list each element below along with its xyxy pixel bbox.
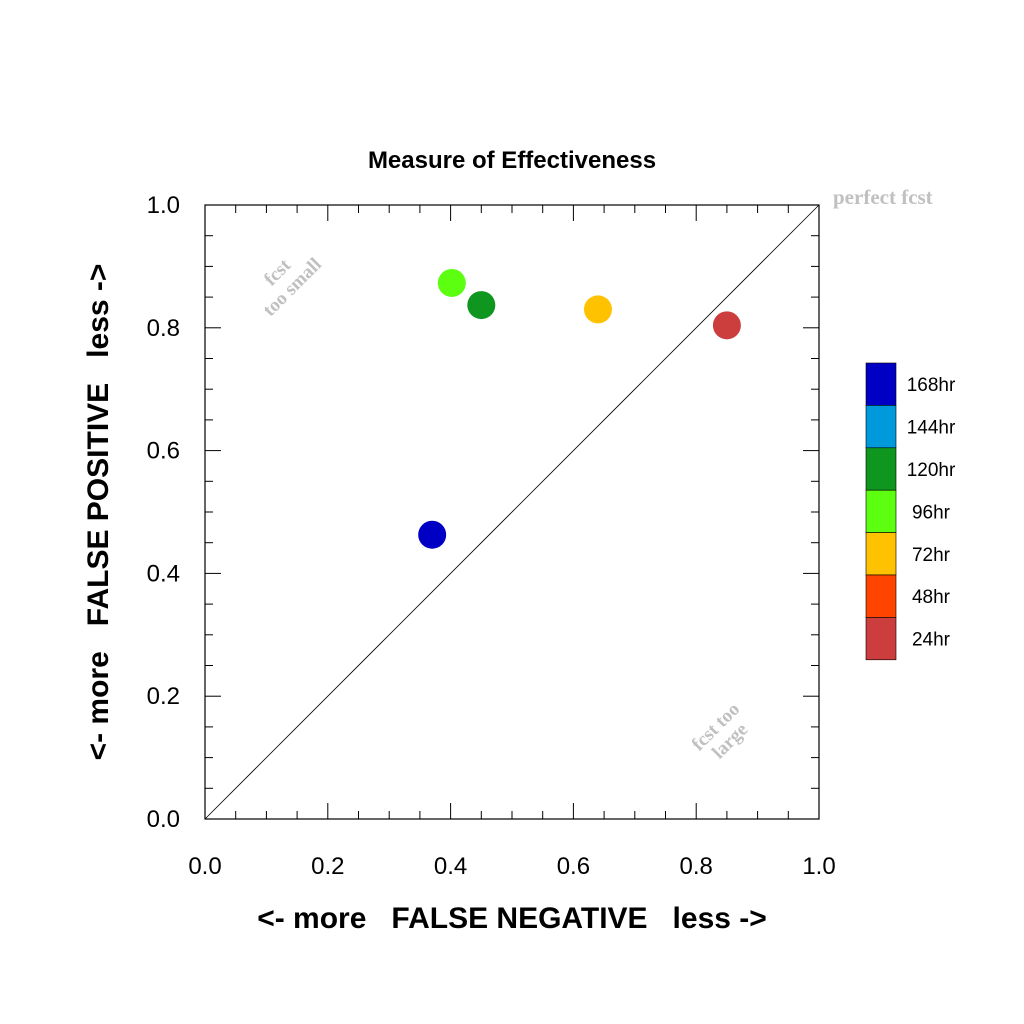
annotation-perfect-fcst: perfect fcst bbox=[833, 185, 933, 209]
x-tick-label: 0.4 bbox=[434, 853, 467, 880]
perfect-forecast-diagonal bbox=[204, 204, 820, 820]
data-points bbox=[418, 268, 741, 549]
y-axis-label: <- more FALSE POSITIVE less -> bbox=[82, 264, 115, 761]
legend: 168hr 144hr 120hr 96hr 72hr 48hr 24hr bbox=[865, 362, 956, 661]
y-tick-label: 1.0 bbox=[147, 192, 180, 219]
x-tick-label: 0.8 bbox=[680, 853, 713, 880]
legend-swatch-168hr bbox=[865, 362, 897, 406]
point-168hr bbox=[418, 520, 447, 549]
legend-label-144hr: 144hr bbox=[907, 418, 956, 439]
legend-swatch-96hr bbox=[865, 489, 897, 533]
chart-title: Measure of Effectiveness bbox=[368, 147, 656, 174]
legend-label-96hr: 96hr bbox=[912, 502, 951, 523]
y-tick-labels: 0.0 0.2 0.4 0.6 0.8 1.0 bbox=[147, 192, 180, 833]
annotation-fcst-too-small: fcst too small bbox=[259, 254, 326, 321]
x-tick-label: 0.2 bbox=[311, 853, 344, 880]
legend-label-120hr: 120hr bbox=[907, 460, 956, 481]
annotation-small-line2: too small bbox=[259, 254, 326, 321]
y-tick-label: 0.0 bbox=[147, 806, 180, 833]
legend-label-24hr: 24hr bbox=[912, 630, 951, 651]
point-96hr bbox=[437, 268, 466, 297]
y-tick-label: 0.2 bbox=[147, 683, 180, 710]
legend-swatch-144hr bbox=[865, 405, 897, 449]
x-axis-label: <- more FALSE NEGATIVE less -> bbox=[257, 902, 767, 935]
x-tick-labels: 0.0 0.2 0.4 0.6 0.8 1.0 bbox=[188, 853, 835, 880]
legend-swatch-48hr bbox=[865, 574, 897, 618]
y-tick-label: 0.4 bbox=[147, 560, 180, 587]
y-tick-label: 0.6 bbox=[147, 438, 180, 465]
annotation-fcst-too-large: fcst too large bbox=[688, 699, 752, 763]
x-tick-label: 1.0 bbox=[802, 853, 835, 880]
legend-swatch-24hr bbox=[865, 617, 897, 661]
point-120hr bbox=[467, 291, 496, 320]
x-tick-label: 0.6 bbox=[557, 853, 590, 880]
legend-label-72hr: 72hr bbox=[912, 545, 951, 566]
legend-swatch-72hr bbox=[865, 532, 897, 576]
y-tick-label: 0.8 bbox=[147, 315, 180, 342]
legend-label-48hr: 48hr bbox=[912, 587, 951, 608]
legend-label-168hr: 168hr bbox=[907, 375, 956, 396]
point-24hr bbox=[712, 311, 741, 340]
x-tick-label: 0.0 bbox=[188, 853, 221, 880]
legend-swatch-120hr bbox=[865, 447, 897, 491]
point-72hr bbox=[583, 295, 612, 324]
tick-marks bbox=[204, 204, 820, 820]
